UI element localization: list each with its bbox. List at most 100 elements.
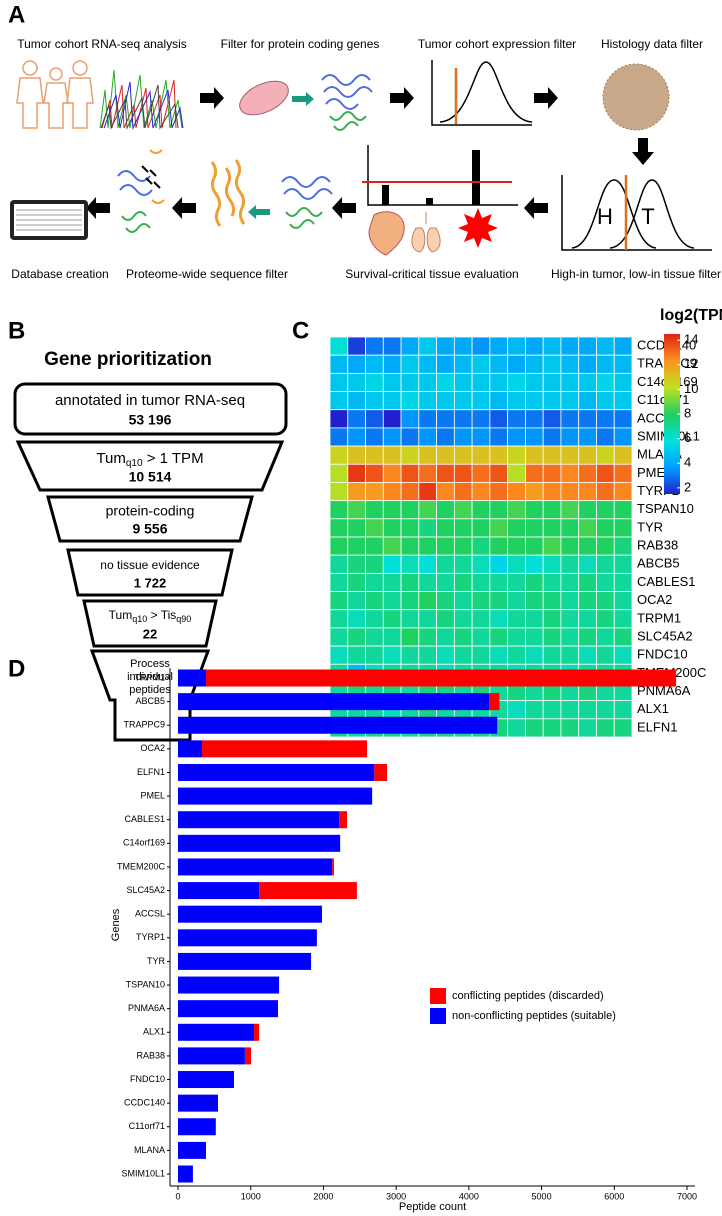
heatmap-cell [382,627,402,647]
heatmap-cell [560,591,580,611]
heatmap-cell [365,572,384,592]
histology-icon [602,63,670,131]
heatmap-cell [489,554,509,574]
heatmap-cell [507,336,526,356]
heatmap-cell [613,445,633,465]
heatmap-cell [613,591,633,611]
row-label: OCA2 [637,592,672,607]
heatmap-cell [365,609,384,629]
funnel-count: 10 514 [129,469,172,485]
heatmap-cell [542,645,562,665]
funnel-step: Process [130,658,170,670]
text-part: > Tis [147,608,176,622]
heatmap-cell [507,354,526,374]
heatmap-cell [542,700,562,720]
heatmap-cell [542,518,562,538]
y-tick-label: C11orf71 [129,1121,165,1131]
y-tick-label: PMEL [140,790,165,800]
heatmap-cell [471,409,491,429]
heatmap-cell [365,336,384,356]
protein-icon [117,149,165,233]
heatmap-cell [596,372,615,392]
heatmap-cell [436,500,455,520]
heatmap-cell [613,554,633,574]
x-tick-label: 2000 [313,1191,333,1201]
heatmap-cell [436,645,455,665]
heatmap-cell [578,518,597,538]
heatmap-cell [542,336,562,356]
y-tick-label: OCA2 [140,743,165,753]
text-part: Tum [96,450,125,467]
colorbar-tick-label: 6 [684,430,691,445]
y-tick-label: ELFN1 [137,767,165,777]
heatmap-cell [400,554,420,574]
heatmap-cell [329,572,349,592]
row-label: C11orf71 [637,392,690,407]
heatmap-cell [613,336,633,356]
y-tick-label: RAB38 [136,1050,165,1060]
heatmap-cell [471,354,491,374]
arrow [248,205,270,219]
legend-swatch [430,1008,446,1024]
heatmap-cell [382,645,402,665]
heatmap-cell [560,518,580,538]
heatmap-cell [613,391,633,411]
peptide-icon [210,159,246,227]
heatmap-cell [542,445,562,465]
heatmap-cell [489,445,509,465]
heatmap-cell [525,609,544,629]
bar-segment [177,716,498,734]
heatmap-cell [382,463,402,483]
heatmap-cell [489,645,509,665]
colorbar [664,334,680,494]
heatmap-cell [596,645,615,665]
funnel-box [15,440,285,492]
heatmap-cell [560,645,580,665]
heatmap-cell [347,409,366,429]
heatmap-cell [453,572,473,592]
heatmap-cell [542,554,562,574]
heatmap-cell [525,554,544,574]
heatmap-cell [578,427,597,447]
heatmap-cell [436,554,455,574]
heatmap-cell [382,609,402,629]
heatmap-cell [542,627,562,647]
heatmap-cell [613,645,633,665]
bar-segment [177,693,490,711]
heatmap-cell [596,427,615,447]
bar-segment [177,811,340,829]
heatmap-cell [542,609,562,629]
heatmap-cell [613,409,633,429]
heatmap-cell [542,591,562,611]
heatmap-cell [418,627,437,647]
heatmap-cell [507,700,526,720]
heatmap-cell [613,482,633,502]
row-label: PMEL [637,465,672,480]
heatmap-cell [542,391,562,411]
heatmap-cell [329,609,349,629]
heatmap-cell [347,591,366,611]
heatmap-cell [542,463,562,483]
heatmap-cell [489,354,509,374]
funnel-box [66,548,234,597]
heatmap-cell [418,427,437,447]
bar-segment [177,1000,278,1018]
x-tick-label: 7000 [677,1191,697,1201]
heatmap-cell [596,627,615,647]
people-icon [16,60,94,129]
heatmap-cell [613,463,633,483]
legend-label: conflicting peptides (discarded) [452,990,604,1002]
y-tick-label: ALX1 [143,1027,165,1037]
heatmap-cell [418,500,437,520]
heatmap-cell [525,627,544,647]
heatmap-cell [365,482,384,502]
bar-segment [177,1023,254,1041]
heatmap-cell [382,500,402,520]
heatmap-cell [418,591,437,611]
heatmap-cell [613,500,633,520]
heatmap-cell [578,391,597,411]
x-axis-title: Peptide count [399,1201,466,1213]
funnel-box [46,495,254,543]
heatmap-cell [329,409,349,429]
funnel-count: 53 196 [129,412,172,428]
